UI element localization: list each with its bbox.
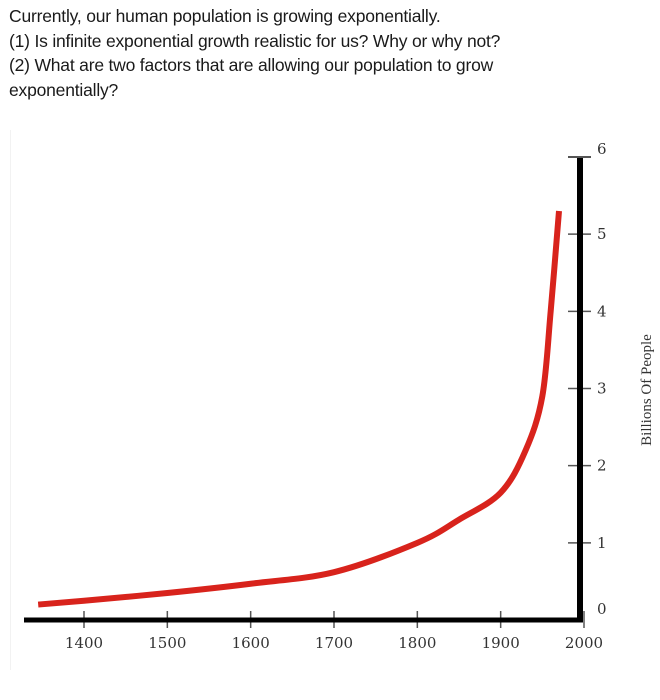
population-curve [37, 210, 562, 608]
x-tick-label: 1800 [398, 634, 436, 652]
y-axis-labels: 0 1 2 3 4 5 6 [597, 140, 607, 618]
y-tick-label: 4 [597, 302, 607, 320]
x-tick-label: 1900 [482, 634, 520, 652]
x-tick-label: 1500 [148, 634, 186, 652]
y-tick-label: 5 [597, 225, 607, 243]
question-text: Currently, our human population is growi… [9, 4, 649, 102]
population-chart-frame [10, 130, 651, 670]
x-tick-label: 1700 [315, 634, 353, 652]
x-tick-label: 2000 [565, 634, 603, 652]
question-line-intro: Currently, our human population is growi… [9, 6, 441, 26]
x-tick-label: 1400 [65, 634, 103, 652]
y-axis-title: Billions Of People [639, 334, 655, 446]
y-tick-label: 3 [597, 380, 607, 398]
x-tick-label: 1600 [232, 634, 270, 652]
question-line-2-cont: exponentially? [9, 79, 119, 100]
x-axis-labels: 1400 1500 1600 1700 1800 1900 2000 [65, 634, 603, 652]
y-tick-label: 6 [597, 140, 607, 158]
question-line-2: (2) What are two factors that are allowi… [9, 55, 494, 75]
y-tick-label: 0 [597, 600, 607, 618]
y-tick-label: 2 [597, 457, 607, 475]
question-line-1: (1) Is infinite exponential growth reali… [9, 30, 501, 51]
y-tick-label: 1 [597, 534, 607, 552]
